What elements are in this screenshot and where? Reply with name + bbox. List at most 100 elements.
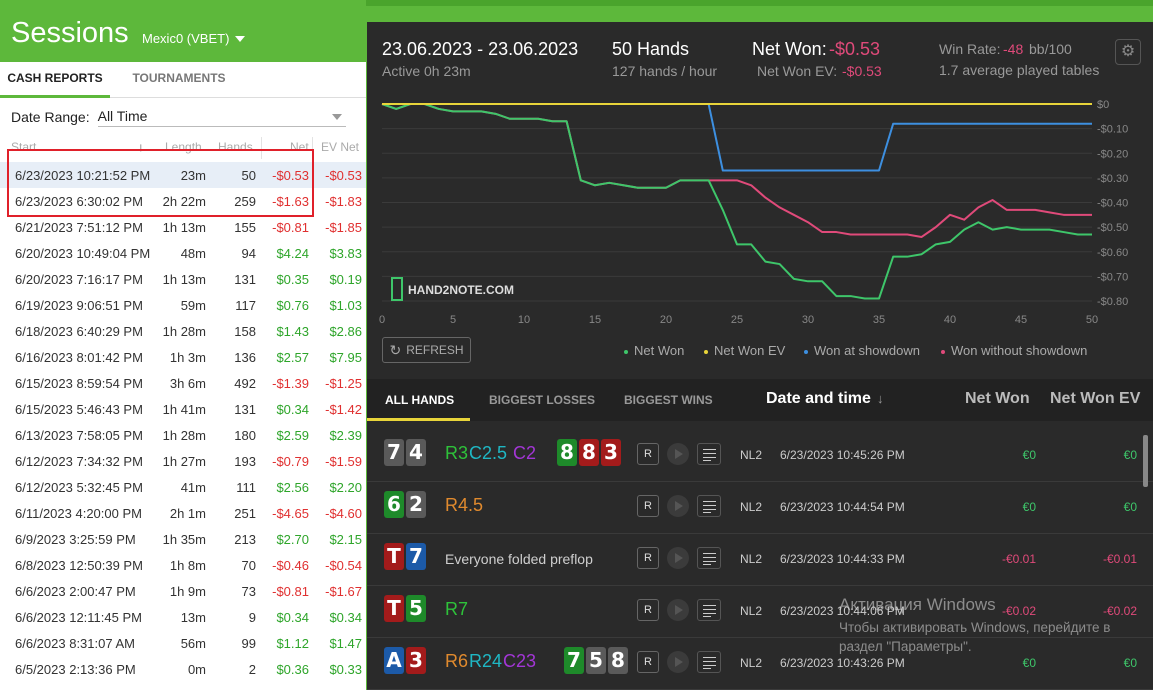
replay-r-button[interactable]: R [637, 495, 659, 517]
table-row[interactable]: 6/23/2023 10:21:52 PM 23m 50 -$0.53 -$0.53 [0, 162, 366, 188]
refresh-button[interactable]: ↻ REFRESH [382, 337, 471, 363]
x-tick-label: 0 [379, 314, 385, 326]
hand-row[interactable]: A 3 R6 R24 C23 7 5 8 R NL2 6/23/2023 10:43:26 PM €0… [367, 638, 1153, 690]
replay-r-button[interactable]: R [637, 599, 659, 621]
replay-r-button[interactable]: R [637, 651, 659, 673]
table-row[interactable]: 6/6/2023 2:00:47 PM 1h 9m 73 -$0.81 -$1.67 [0, 578, 366, 604]
table-row[interactable]: 6/6/2023 12:11:45 PM 13m 9 $0.34 $0.34 [0, 604, 366, 630]
cell-hands: 117 [235, 298, 256, 313]
hand-history-icon[interactable] [697, 651, 721, 673]
hole-card: 6 [384, 491, 404, 518]
table-row[interactable]: 6/18/2023 6:40:29 PM 1h 28m 158 $1.43 $2.86 [0, 318, 366, 344]
col-date-and-time[interactable]: Date and time [766, 390, 871, 407]
hand-history-icon[interactable] [697, 443, 721, 465]
hand-history-icon[interactable] [697, 599, 721, 621]
hand-row[interactable]: 6 2 R4.5 R NL2 6/23/2023 10:44:54 PM €0 €0 [367, 482, 1153, 534]
date-range-select[interactable]: All Time [97, 108, 346, 127]
tab-tournaments[interactable]: TOURNAMENTS [132, 71, 226, 85]
cell-start: 6/19/2023 9:06:51 PM [15, 298, 143, 313]
hand-row[interactable]: T 5 R7 R NL2 6/23/2023 10:44:06 PM -€0.02 -€0.0… [367, 586, 1153, 638]
sessions-table-body: 6/23/2023 10:21:52 PM 23m 50 -$0.53 -$0.53 6/… [0, 162, 366, 682]
hands-scrollbar[interactable] [1143, 435, 1148, 487]
table-row[interactable]: 6/13/2023 7:58:05 PM 1h 28m 180 $2.59 $2.39 [0, 422, 366, 448]
tab-biggest-losses[interactable]: BIGGEST LOSSES [489, 393, 596, 407]
cell-ev-net: $0.33 [329, 662, 362, 677]
date-range-filter: Date Range: All Time [11, 106, 346, 128]
hand-row[interactable]: 7 4 R3 C2.5 C2 8 8 3 R NL2 6/23/2023 10:45:26 PM €0… [367, 430, 1153, 482]
summary-avg-tables: 1.7 average played tables [939, 62, 1100, 78]
session-detail-panel: 23.06.2023 - 23.06.2023 Active 0h 23m 50… [367, 22, 1153, 690]
hand-net-won: -€0.01 [1001, 552, 1036, 566]
hand-net-won-ev: €0 [1123, 656, 1137, 670]
col-hands[interactable]: Hands [218, 140, 253, 154]
table-row[interactable]: 6/15/2023 8:59:54 PM 3h 6m 492 -$1.39 -$1.25 [0, 370, 366, 396]
summary-hands: 50 Hands [612, 39, 690, 59]
legend-item-won-at-showdown[interactable]: Won at showdown [804, 343, 920, 358]
col-length[interactable]: Length [165, 140, 202, 154]
table-row[interactable]: 6/19/2023 9:06:51 PM 59m 117 $0.76 $1.03 [0, 292, 366, 318]
cell-length: 13m [180, 610, 206, 625]
play-icon[interactable] [667, 599, 689, 621]
account-selector[interactable]: Mexic0 (VBET) [142, 31, 246, 46]
cell-start: 6/6/2023 2:00:47 PM [15, 584, 136, 599]
summary-net-won-ev-value: -$0.53 [842, 63, 882, 79]
legend-item-net-won[interactable]: Net Won [624, 343, 684, 358]
replay-r-button[interactable]: R [637, 547, 659, 569]
table-row[interactable]: 6/16/2023 8:01:42 PM 1h 3m 136 $2.57 $7.95 [0, 344, 366, 370]
col-net-won[interactable]: Net Won [965, 390, 1030, 407]
tab-all-hands[interactable]: ALL HANDS [385, 393, 455, 407]
play-icon[interactable] [667, 547, 689, 569]
cell-length: 1h 8m [169, 558, 206, 573]
hand-net-won: €0 [1022, 656, 1036, 670]
table-row[interactable]: 6/20/2023 7:16:17 PM 1h 13m 131 $0.35 $0.19 [0, 266, 366, 292]
preflop-action: R7 [445, 599, 469, 619]
y-tick-label: -$0.80 [1097, 296, 1128, 308]
table-row[interactable]: 6/11/2023 4:20:00 PM 2h 1m 251 -$4.65 -$4.60 [0, 500, 366, 526]
table-row[interactable]: 6/8/2023 12:50:39 PM 1h 8m 70 -$0.46 -$0.54 [0, 552, 366, 578]
hand-row[interactable]: T 7 Everyone folded preflop R NL2 6/23/2023 1… [367, 534, 1153, 586]
table-row[interactable]: 6/23/2023 6:30:02 PM 2h 22m 259 -$1.63 -$1.8… [0, 188, 366, 214]
sessions-table-header: Start ↓ Length Hands Net EV Net [0, 137, 366, 159]
replay-r-button[interactable]: R [637, 443, 659, 465]
cell-net: $0.36 [276, 662, 309, 677]
table-row[interactable]: 6/12/2023 5:32:45 PM 41m 111 $2.56 $2.20 [0, 474, 366, 500]
play-icon[interactable] [667, 651, 689, 673]
table-row[interactable]: 6/6/2023 8:31:07 AM 56m 99 $1.12 $1.47 [0, 630, 366, 656]
table-row[interactable]: 6/15/2023 5:46:43 PM 1h 41m 131 $0.34 -$1.42 [0, 396, 366, 422]
preflop-action: C2.5 [469, 443, 508, 463]
table-row[interactable]: 6/20/2023 10:49:04 PM 48m 94 $4.24 $3.83 [0, 240, 366, 266]
play-icon[interactable] [667, 495, 689, 517]
table-row[interactable]: 6/21/2023 7:51:12 PM 1h 13m 155 -$0.81 -$1.8… [0, 214, 366, 240]
cell-net: -$0.81 [272, 220, 309, 235]
cell-hands: 492 [234, 376, 256, 391]
tab-cash-reports[interactable]: CASH REPORTS [0, 62, 110, 98]
cell-hands: 193 [234, 454, 256, 469]
cell-ev-net: $0.34 [329, 610, 362, 625]
x-tick-label: 25 [731, 314, 743, 326]
play-icon[interactable] [667, 443, 689, 465]
hand-history-icon[interactable] [697, 495, 721, 517]
x-tick-label: 30 [802, 314, 814, 326]
sort-arrow-icon[interactable]: ↓ [877, 391, 884, 406]
col-start[interactable]: Start [11, 140, 37, 154]
sort-desc-icon[interactable]: ↓ [138, 140, 144, 154]
legend-item-won-without-showdown[interactable]: Won without showdown [941, 343, 1087, 358]
gear-icon[interactable]: ⚙ [1115, 39, 1141, 65]
summary-win-rate-unit: bb/100 [1029, 41, 1072, 57]
cell-hands: 259 [234, 194, 256, 209]
table-row[interactable]: 6/5/2023 2:13:36 PM 0m 2 $0.36 $0.33 [0, 656, 366, 682]
cell-hands: 251 [234, 506, 256, 521]
table-row[interactable]: 6/12/2023 7:34:32 PM 1h 27m 193 -$0.79 -$1.5… [0, 448, 366, 474]
table-row[interactable]: 6/9/2023 3:25:59 PM 1h 35m 213 $2.70 $2.15 [0, 526, 366, 552]
cell-start: 6/12/2023 7:34:32 PM [15, 454, 143, 469]
cell-start: 6/8/2023 12:50:39 PM [15, 558, 143, 573]
legend-item-net-won-ev[interactable]: Net Won EV [704, 343, 785, 358]
hand-history-icon[interactable] [697, 547, 721, 569]
hole-card: 2 [406, 491, 426, 518]
col-ev-net[interactable]: EV Net [321, 140, 360, 154]
col-net[interactable]: Net [290, 140, 309, 154]
col-net-won-ev[interactable]: Net Won EV [1050, 390, 1141, 407]
cell-length: 1h 28m [162, 428, 206, 443]
stakes-label: NL2 [740, 448, 763, 462]
tab-biggest-wins[interactable]: BIGGEST WINS [624, 393, 713, 407]
